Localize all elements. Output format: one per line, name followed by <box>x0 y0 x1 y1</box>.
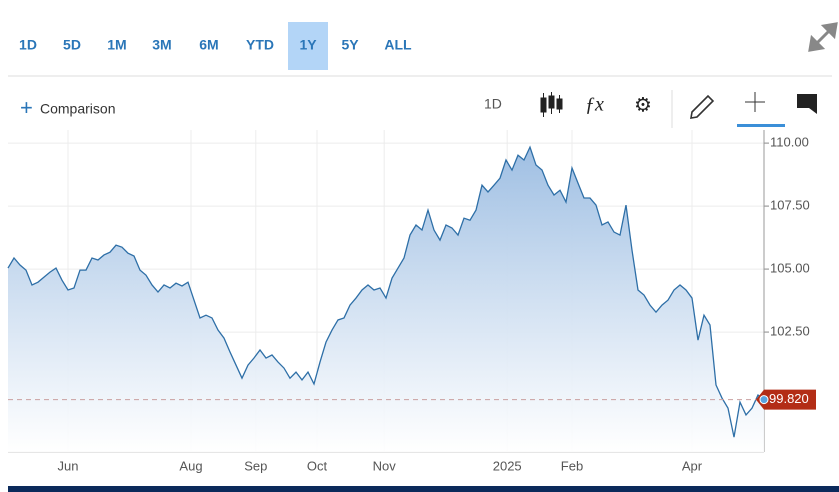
range-button[interactable]: 5Y <box>341 37 359 53</box>
indicator-icon[interactable]: ƒx <box>585 94 604 116</box>
x-tick-label: Nov <box>373 458 397 473</box>
last-price-dot <box>759 395 769 405</box>
range-button[interactable]: 1Y <box>299 37 317 53</box>
last-price-tag <box>756 389 816 410</box>
candle-icon[interactable] <box>540 92 563 117</box>
range-button[interactable]: 5D <box>63 37 81 53</box>
x-tick-label: Apr <box>682 458 703 473</box>
range-button[interactable]: 1M <box>107 37 126 53</box>
area-fill <box>8 147 764 452</box>
expand-icon[interactable] <box>808 22 838 52</box>
last-price-label: 99.820 <box>769 391 809 406</box>
plus-icon[interactable]: + <box>20 95 33 120</box>
interval-button[interactable]: 1D <box>484 96 502 112</box>
y-tick-label: 105.00 <box>770 261 810 276</box>
y-tick-label: 110.00 <box>770 135 809 150</box>
draw-icon[interactable] <box>690 94 715 119</box>
y-tick-label: 102.50 <box>770 324 810 339</box>
active-range-bg <box>288 22 328 70</box>
notes-icon[interactable] <box>797 94 817 114</box>
x-tick-label: Oct <box>307 458 328 473</box>
range-button[interactable]: 3M <box>152 37 171 53</box>
x-tick-label: 2025 <box>493 458 522 473</box>
settings-icon[interactable]: ⚙ <box>634 94 652 116</box>
y-tick-label: 107.50 <box>770 198 810 213</box>
x-tick-label: Aug <box>179 458 202 473</box>
active-tool-underline <box>737 124 785 127</box>
range-button[interactable]: 6M <box>199 37 218 53</box>
range-button[interactable]: 1D <box>19 37 37 53</box>
x-tick-label: Jun <box>58 458 79 473</box>
range-button[interactable]: YTD <box>246 37 274 53</box>
x-tick-label: Sep <box>244 458 267 473</box>
x-tick-label: Feb <box>561 458 583 473</box>
crosshair-icon[interactable] <box>745 92 765 112</box>
price-line <box>7 145 765 438</box>
comparison-button[interactable]: Comparison <box>40 101 115 117</box>
footer-bar <box>8 486 839 492</box>
range-button[interactable]: ALL <box>384 37 412 53</box>
